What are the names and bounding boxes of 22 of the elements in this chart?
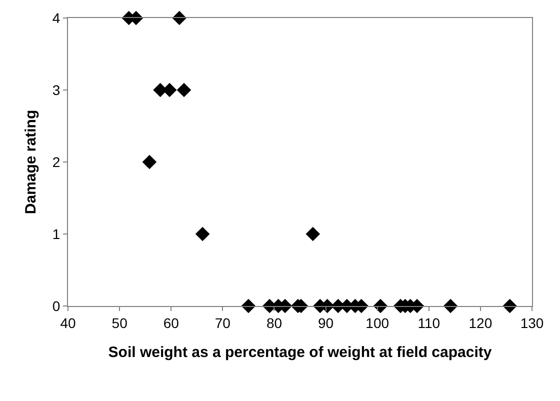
y-tick-label: 1: [52, 226, 60, 242]
x-axis-title: Soil weight as a percentage of weight at field capacity: [108, 344, 492, 361]
point: [176, 82, 192, 98]
y-tick-label: 0: [52, 298, 60, 314]
x-tick-label: 70: [214, 314, 231, 331]
y-tick-label: 4: [52, 10, 60, 26]
x-tick-label: 80: [266, 314, 282, 331]
x-tick-label: 50: [112, 314, 128, 331]
point: [373, 298, 388, 314]
y-tick-label: 2: [52, 154, 60, 170]
x-tick-label: 130: [520, 314, 544, 331]
x-tick-label: 120: [468, 314, 492, 331]
x-tick-label: 90: [318, 314, 334, 331]
point: [306, 226, 320, 242]
x-tick-label: 100: [366, 314, 390, 331]
y-axis-title: Damage rating: [22, 110, 40, 214]
y-tick-label: 3: [52, 82, 60, 98]
point: [142, 154, 157, 170]
x-tick-label: 60: [163, 314, 180, 331]
x-tick-label: 110: [418, 314, 440, 331]
x-tick-label: 40: [60, 314, 76, 331]
point: [195, 226, 210, 242]
